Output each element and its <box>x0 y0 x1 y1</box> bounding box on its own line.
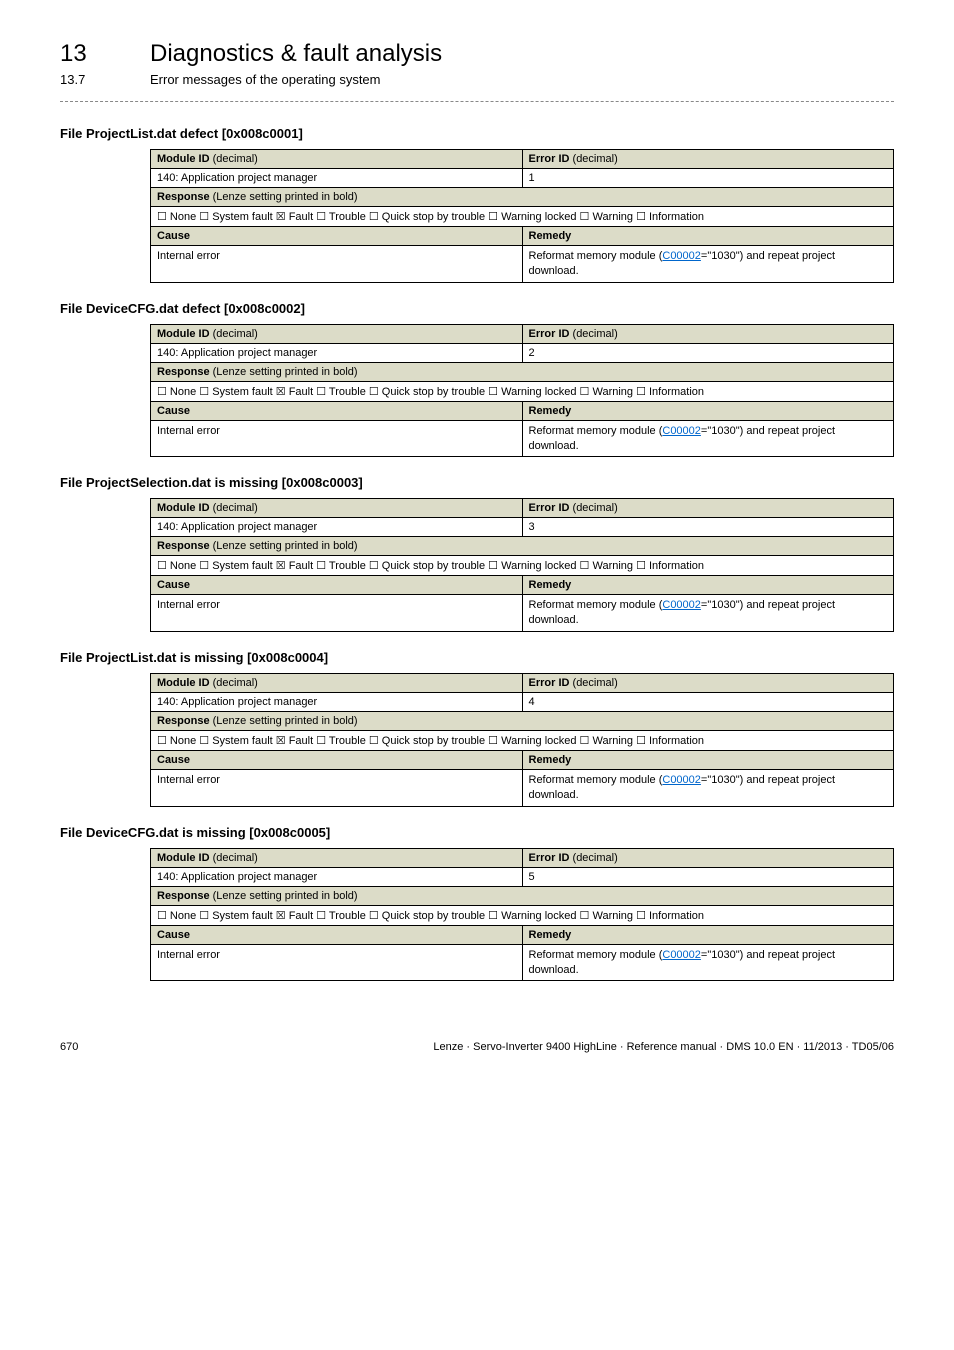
module-id-value: 140: Application project manager <box>151 518 523 537</box>
cause-header: Cause <box>151 925 523 944</box>
remedy-value: Reformat memory module (C00002="1030") a… <box>522 595 894 632</box>
remedy-value: Reformat memory module (C00002="1030") a… <box>522 770 894 807</box>
error-section-title: File ProjectSelection.dat is missing [0x… <box>60 475 894 490</box>
remedy-header: Remedy <box>522 576 894 595</box>
response-options: ☐ None ☐ System fault ☒ Fault ☐ Trouble … <box>151 207 894 227</box>
error-id-header: Error ID (decimal) <box>522 499 894 518</box>
error-id-header: Error ID (decimal) <box>522 848 894 867</box>
module-id-header: Module ID (decimal) <box>151 848 523 867</box>
error-section-title: File DeviceCFG.dat defect [0x008c0002] <box>60 301 894 316</box>
divider <box>60 101 894 102</box>
module-id-header: Module ID (decimal) <box>151 324 523 343</box>
cause-header: Cause <box>151 227 523 246</box>
module-id-header: Module ID (decimal) <box>151 674 523 693</box>
error-id-value: 3 <box>522 518 894 537</box>
cause-value: Internal error <box>151 420 523 457</box>
response-header: Response (Lenze setting printed in bold) <box>151 712 894 731</box>
error-section-title: File ProjectList.dat is missing [0x008c0… <box>60 650 894 665</box>
remedy-code-link[interactable]: C00002 <box>662 774 701 786</box>
cause-value: Internal error <box>151 944 523 981</box>
error-id-value: 4 <box>522 693 894 712</box>
remedy-header: Remedy <box>522 401 894 420</box>
error-id-value: 1 <box>522 169 894 188</box>
error-id-header: Error ID (decimal) <box>522 674 894 693</box>
error-table: Module ID (decimal)Error ID (decimal)140… <box>150 848 894 982</box>
error-table: Module ID (decimal)Error ID (decimal)140… <box>150 673 894 807</box>
cause-value: Internal error <box>151 246 523 283</box>
error-id-header: Error ID (decimal) <box>522 324 894 343</box>
remedy-code-link[interactable]: C00002 <box>662 250 701 262</box>
cause-value: Internal error <box>151 770 523 807</box>
remedy-header: Remedy <box>522 227 894 246</box>
error-id-header: Error ID (decimal) <box>522 150 894 169</box>
module-id-value: 140: Application project manager <box>151 867 523 886</box>
response-options: ☐ None ☐ System fault ☒ Fault ☐ Trouble … <box>151 731 894 751</box>
module-id-header: Module ID (decimal) <box>151 150 523 169</box>
chapter-title: Diagnostics & fault analysis <box>150 40 442 68</box>
error-section-title: File DeviceCFG.dat is missing [0x008c000… <box>60 825 894 840</box>
error-id-value: 2 <box>522 343 894 362</box>
remedy-code-link[interactable]: C00002 <box>662 425 701 437</box>
response-options: ☐ None ☐ System fault ☒ Fault ☐ Trouble … <box>151 905 894 925</box>
cause-header: Cause <box>151 751 523 770</box>
page-footer: 670 Lenze · Servo-Inverter 9400 HighLine… <box>60 1041 894 1053</box>
response-header: Response (Lenze setting printed in bold) <box>151 188 894 207</box>
remedy-code-link[interactable]: C00002 <box>662 949 701 961</box>
chapter-number: 13 <box>60 40 150 68</box>
module-id-value: 140: Application project manager <box>151 693 523 712</box>
error-table: Module ID (decimal)Error ID (decimal)140… <box>150 324 894 458</box>
section-title: Error messages of the operating system <box>150 72 381 87</box>
remedy-code-link[interactable]: C00002 <box>662 599 701 611</box>
cause-header: Cause <box>151 401 523 420</box>
remedy-header: Remedy <box>522 925 894 944</box>
section-number: 13.7 <box>60 72 150 87</box>
error-table: Module ID (decimal)Error ID (decimal)140… <box>150 498 894 632</box>
remedy-value: Reformat memory module (C00002="1030") a… <box>522 420 894 457</box>
page-header: 13 Diagnostics & fault analysis 13.7 Err… <box>60 40 894 102</box>
module-id-value: 140: Application project manager <box>151 343 523 362</box>
response-options: ☐ None ☐ System fault ☒ Fault ☐ Trouble … <box>151 381 894 401</box>
remedy-header: Remedy <box>522 751 894 770</box>
module-id-header: Module ID (decimal) <box>151 499 523 518</box>
error-table: Module ID (decimal)Error ID (decimal)140… <box>150 149 894 283</box>
error-id-value: 5 <box>522 867 894 886</box>
remedy-value: Reformat memory module (C00002="1030") a… <box>522 246 894 283</box>
module-id-value: 140: Application project manager <box>151 169 523 188</box>
cause-value: Internal error <box>151 595 523 632</box>
cause-header: Cause <box>151 576 523 595</box>
response-header: Response (Lenze setting printed in bold) <box>151 537 894 556</box>
response-header: Response (Lenze setting printed in bold) <box>151 362 894 381</box>
remedy-value: Reformat memory module (C00002="1030") a… <box>522 944 894 981</box>
error-section-title: File ProjectList.dat defect [0x008c0001] <box>60 126 894 141</box>
response-options: ☐ None ☐ System fault ☒ Fault ☐ Trouble … <box>151 556 894 576</box>
footer-info: Lenze · Servo-Inverter 9400 HighLine · R… <box>433 1041 894 1053</box>
page-number: 670 <box>60 1041 78 1053</box>
response-header: Response (Lenze setting printed in bold) <box>151 886 894 905</box>
